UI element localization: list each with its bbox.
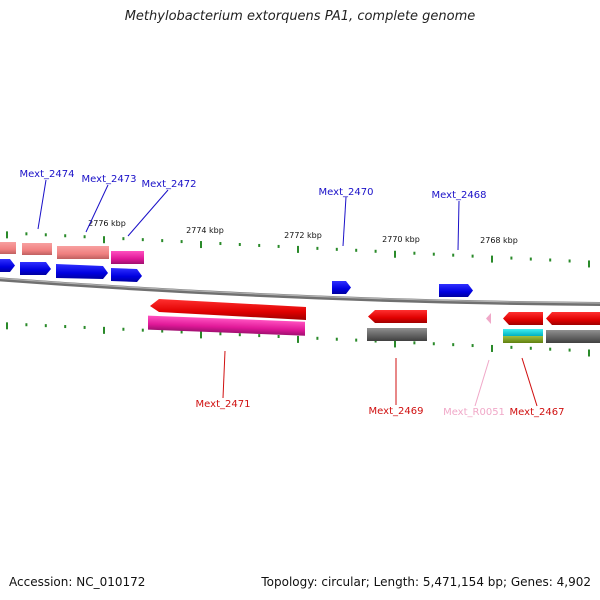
gene-label-mext-2468[interactable]: Mext_2468 xyxy=(432,190,487,201)
scale-label: 2768 kbp xyxy=(480,236,518,245)
genome-summary-text: Topology: circular; Length: 5,471,154 bp… xyxy=(261,575,591,589)
gene-block[interactable] xyxy=(111,251,144,264)
scale-ticks xyxy=(6,231,590,357)
gene-arrow[interactable] xyxy=(20,262,51,275)
gene-arrow[interactable] xyxy=(503,312,543,325)
scale-label: 2774 kbp xyxy=(186,226,224,235)
gene-arrow[interactable] xyxy=(368,310,427,323)
gene-arrow[interactable] xyxy=(56,264,108,279)
gene-arrow[interactable] xyxy=(111,268,142,282)
gene-label-mext-2469[interactable]: Mext_2469 xyxy=(369,406,424,417)
gene-block[interactable] xyxy=(57,246,109,259)
scale-label: 2770 kbp xyxy=(382,235,420,244)
scale-label: 2772 kbp xyxy=(284,231,322,240)
scale-labels: 2776 kbp 2774 kbp 2772 kbp 2770 kbp 2768 kbp xyxy=(88,219,518,245)
gene-label-mext-2467[interactable]: Mext_2467 xyxy=(510,407,565,418)
gene-block[interactable] xyxy=(503,329,543,336)
gene-block[interactable] xyxy=(546,330,600,343)
gene-label-mext-2470[interactable]: Mext_2470 xyxy=(319,187,374,198)
gene-label-mext-2473[interactable]: Mext_2473 xyxy=(82,174,137,185)
gene-arrow[interactable] xyxy=(0,259,15,272)
genome-backbone xyxy=(0,277,600,306)
gene-labels: Mext_2474 Mext_2473 Mext_2472 Mext_2470 … xyxy=(20,169,565,418)
scale-label: 2776 kbp xyxy=(88,219,126,228)
gene-label-mext-2474[interactable]: Mext_2474 xyxy=(20,169,75,180)
gene-arrow[interactable] xyxy=(546,312,600,325)
gene-block[interactable] xyxy=(0,242,16,254)
gene-block[interactable] xyxy=(367,328,427,341)
rna-marker[interactable] xyxy=(486,313,491,324)
gene-block[interactable] xyxy=(148,315,305,336)
gene-label-mext-r0051[interactable]: Mext_R0051 xyxy=(443,407,505,418)
gene-arrow[interactable] xyxy=(439,284,473,297)
gene-arrow[interactable] xyxy=(150,299,306,320)
upper-features xyxy=(0,242,473,297)
gene-block[interactable] xyxy=(22,243,52,255)
gene-arrow[interactable] xyxy=(332,281,351,294)
accession-text: Accession: NC_010172 xyxy=(9,575,146,589)
leader-lines xyxy=(37,179,538,407)
lower-features xyxy=(148,299,600,343)
gene-label-mext-2472[interactable]: Mext_2472 xyxy=(142,179,197,190)
gene-label-mext-2471[interactable]: Mext_2471 xyxy=(196,399,251,410)
gene-block[interactable] xyxy=(503,336,543,343)
genome-title: Methylobacterium extorquens PA1, complet… xyxy=(124,9,476,24)
